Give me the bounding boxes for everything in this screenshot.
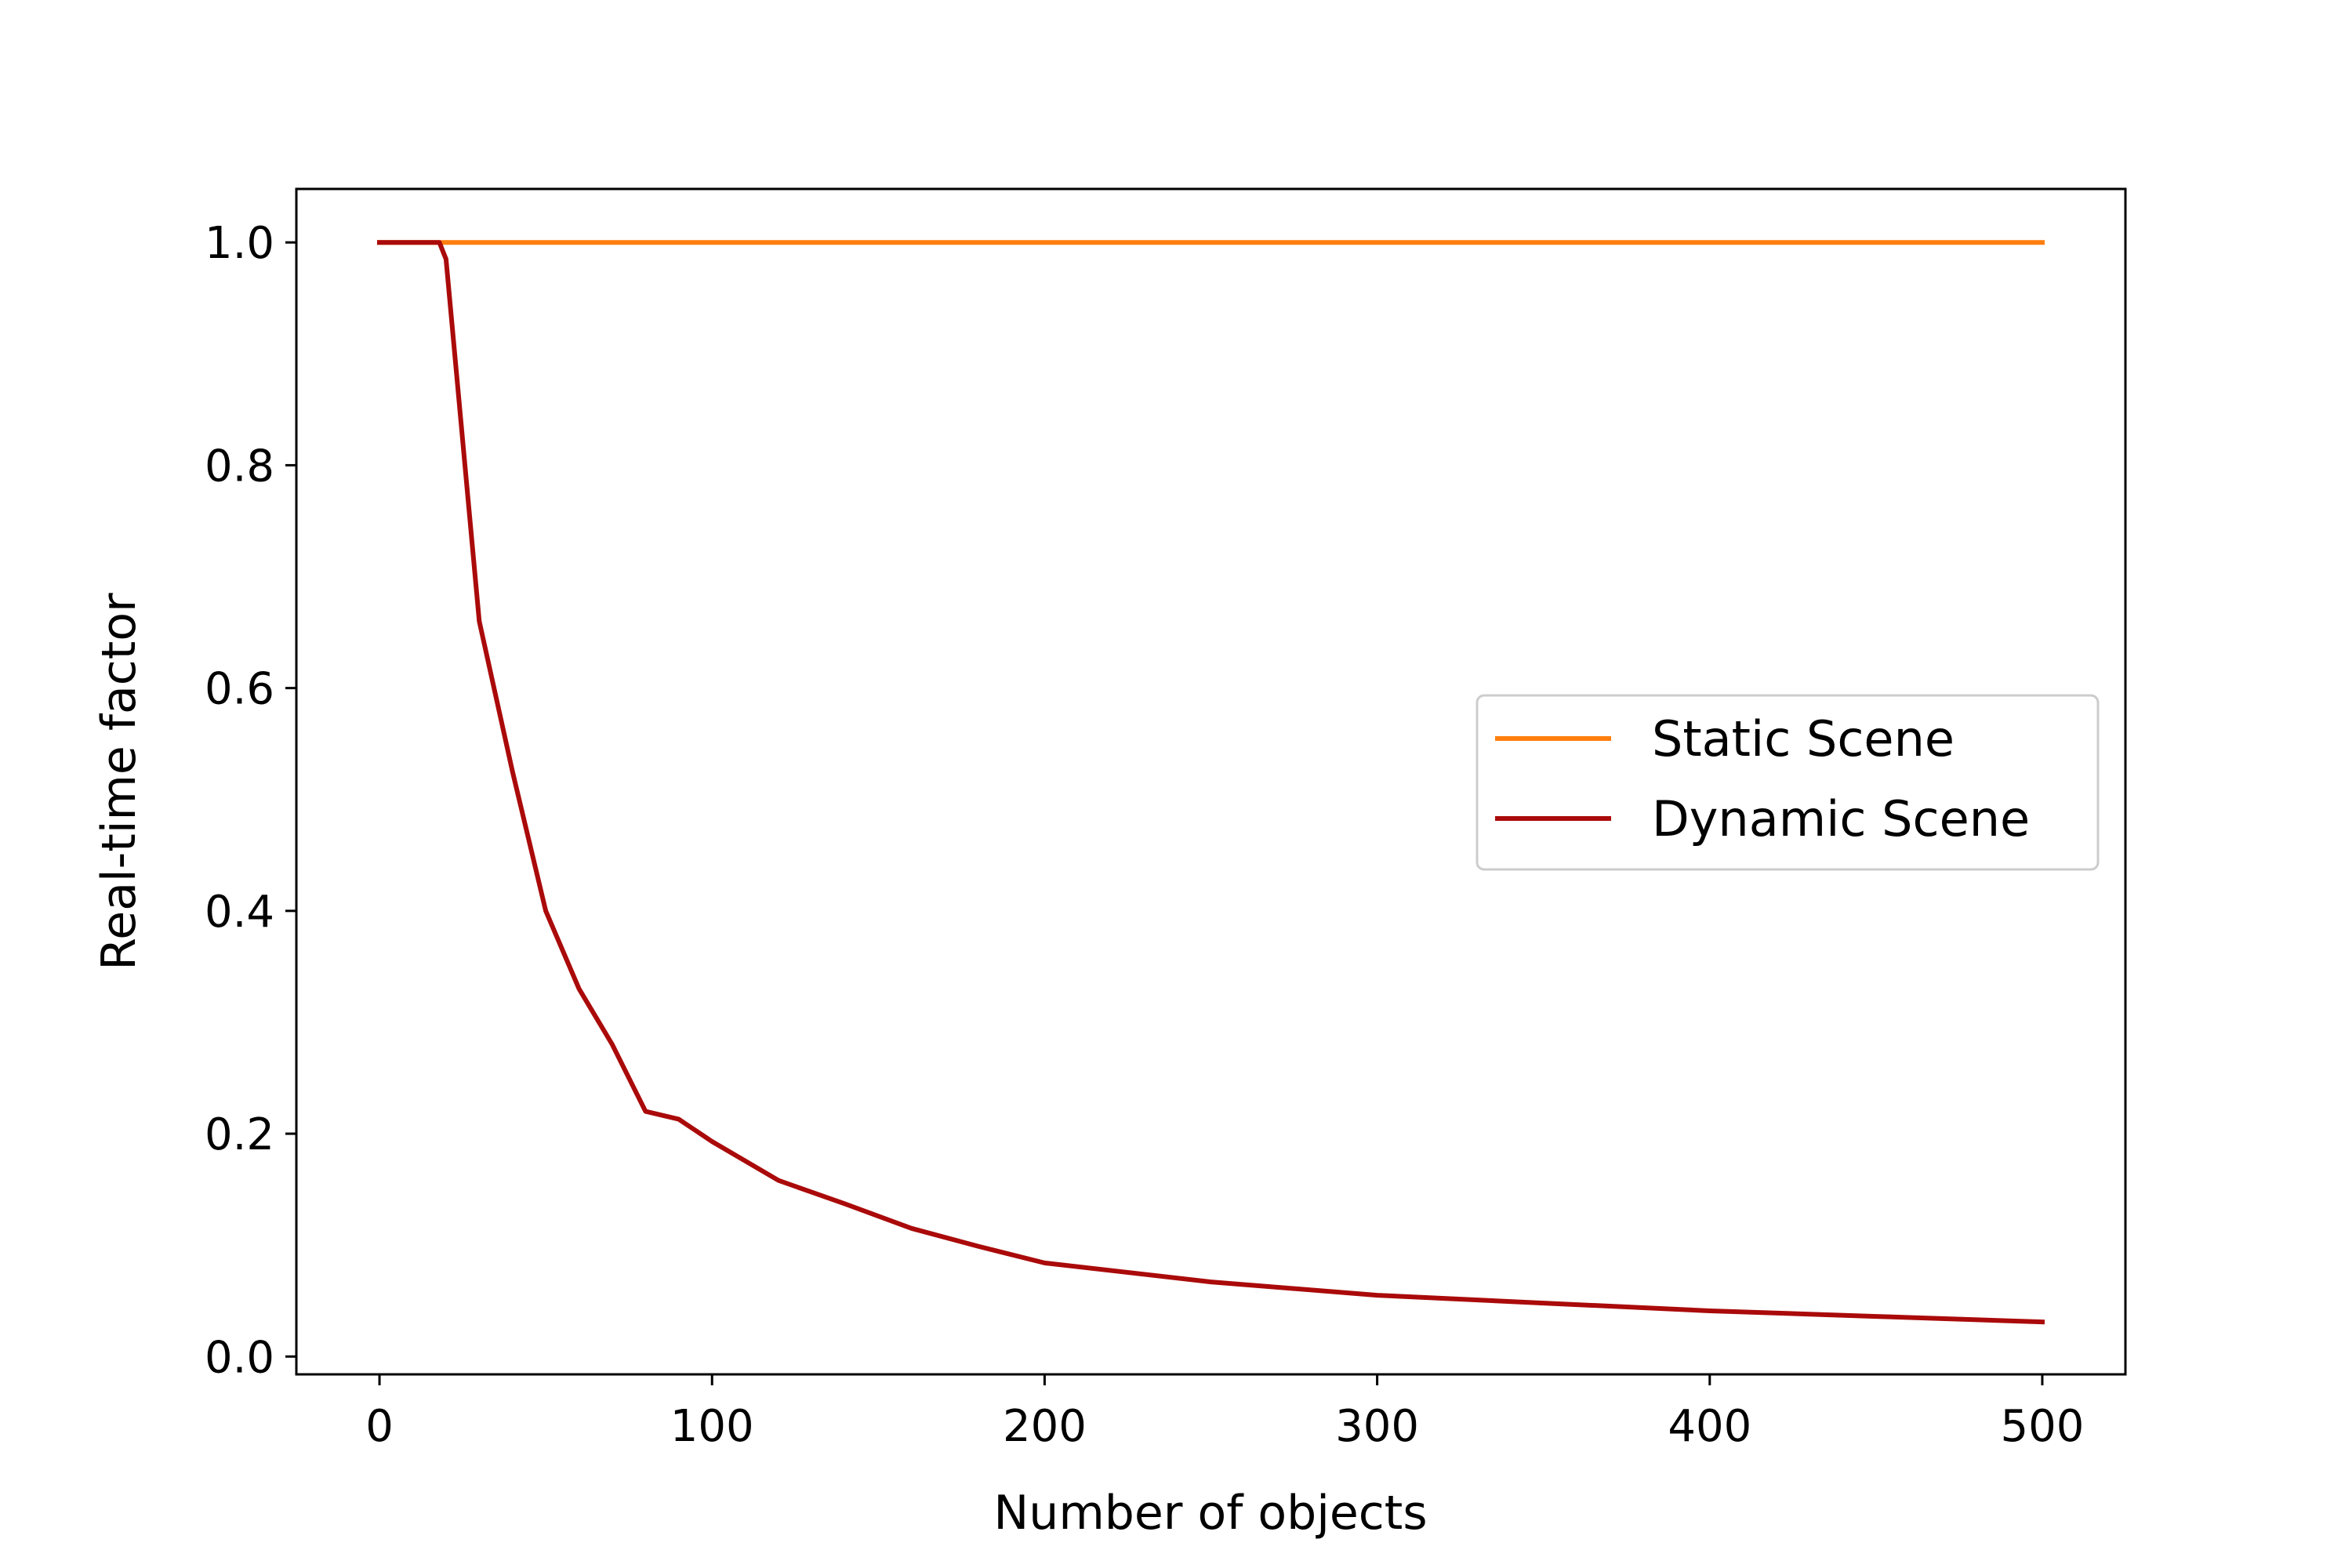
y-axis-ticks: 0.0 0.2 0.4 0.6 0.8 1.0 — [205, 218, 296, 1383]
legend-label-dynamic-scene: Dynamic Scene — [1652, 790, 2030, 848]
y-tick-label: 0.4 — [205, 887, 274, 938]
x-axis-label: Number of objects — [993, 1486, 1427, 1541]
series-layer — [377, 240, 2045, 1325]
y-tick-label: 0.0 — [205, 1332, 274, 1383]
legend-label-static-scene: Static Scene — [1652, 710, 1955, 768]
x-axis-ticks: 0 100 200 300 400 500 — [365, 1374, 2084, 1452]
y-axis-label: Real-time factor — [92, 593, 147, 971]
x-tick-label: 200 — [1003, 1401, 1087, 1452]
series-line-dynamic-scene — [377, 240, 2045, 1325]
y-tick-label: 0.8 — [205, 441, 274, 492]
x-tick-label: 500 — [2001, 1401, 2085, 1452]
y-tick-label: 0.2 — [205, 1109, 274, 1160]
x-tick-label: 100 — [670, 1401, 754, 1452]
legend: Static Scene Dynamic Scene — [1475, 694, 2100, 871]
y-tick-label: 0.6 — [205, 664, 274, 715]
x-tick-label: 0 — [365, 1401, 394, 1452]
legend-box — [1475, 694, 2100, 871]
x-tick-label: 400 — [1668, 1401, 1751, 1452]
x-tick-label: 300 — [1335, 1401, 1419, 1452]
plot-frame — [295, 187, 2127, 1376]
y-tick-label: 1.0 — [205, 218, 274, 269]
